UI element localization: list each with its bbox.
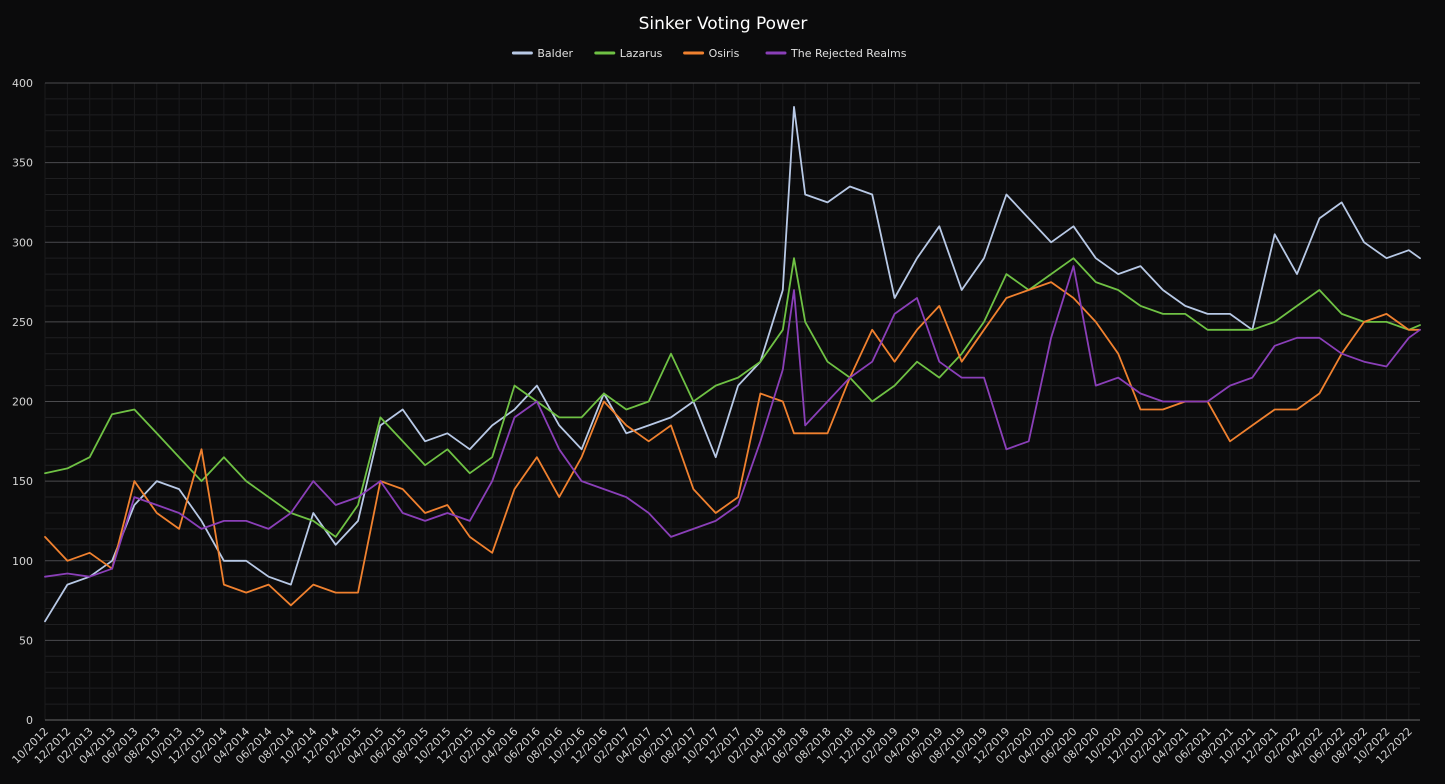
series-line-the-rejected-realms [44, 265, 1421, 578]
chart-title: Sinker Voting Power [639, 14, 808, 34]
series-line-lazarus [44, 257, 1421, 538]
series-line-balder [44, 106, 1421, 623]
legend-item-the-rejected-realms[interactable]: The Rejected Realms [765, 47, 907, 60]
y-tick-label: 350 [12, 157, 33, 170]
y-tick-label: 400 [12, 77, 33, 90]
y-tick-label: 50 [19, 634, 33, 647]
y-tick-label: 300 [12, 236, 33, 249]
y-tick-label: 250 [12, 316, 33, 329]
y-tick-label: 0 [26, 714, 33, 727]
y-tick-label: 200 [12, 396, 33, 409]
legend-item-lazarus[interactable]: Lazarus [594, 47, 663, 60]
legend-label: Lazarus [620, 47, 663, 60]
series-lines [44, 106, 1421, 623]
legend-label: Balder [537, 47, 573, 60]
legend-item-osiris[interactable]: Osiris [683, 47, 740, 60]
chart-legend[interactable]: Balder Lazarus Osiris The Rejected Realms [511, 47, 907, 60]
y-axis-tick-labels: 0 50 100 150 200 250 300 350 400 [12, 77, 33, 727]
legend-item-balder[interactable]: Balder [511, 47, 573, 60]
legend-label: The Rejected Realms [790, 47, 907, 60]
y-tick-label: 150 [12, 475, 33, 488]
y-tick-label: 100 [12, 555, 33, 568]
legend-label: Osiris [709, 47, 740, 60]
